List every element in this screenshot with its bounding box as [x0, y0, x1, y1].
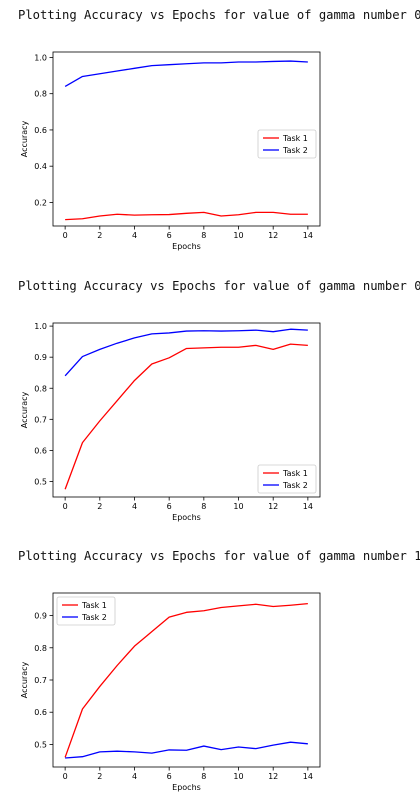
- legend-label-1: Task 1: [282, 469, 308, 478]
- accuracy-chart-gamma-0: 0 2 4 6 8 10 12 14 0.2 0.4 0.6 0.8 1.0 Epochs Accuracy…: [20, 51, 321, 251]
- x-tick-label: 14: [303, 772, 313, 781]
- series-line-2: [65, 741, 308, 759]
- y-tick-label: 0.7: [34, 676, 47, 685]
- x-tick-label: 0: [63, 502, 68, 511]
- legend-box: [56, 596, 116, 626]
- x-tick-label: 2: [97, 502, 102, 511]
- x-tick-label: 6: [167, 772, 172, 781]
- series-line-1: [65, 211, 308, 221]
- y-tick-label: 1.0: [34, 53, 47, 62]
- x-axis-label: Epochs: [172, 783, 201, 792]
- chart-title-gamma-1: Plotting Accuracy vs Epochs for value of…: [18, 549, 420, 563]
- y-axis-label: Accuracy: [20, 391, 29, 428]
- x-tick-label: 12: [268, 502, 278, 511]
- x-tick-label: 2: [97, 231, 102, 240]
- legend: Task 1 Task 2: [257, 129, 317, 159]
- y-tick-label: 0.6: [34, 708, 47, 717]
- x-tick-label: 0: [63, 772, 68, 781]
- x-axis-label: Epochs: [172, 242, 201, 251]
- x-tick-label: 10: [233, 502, 243, 511]
- x-tick-label: 8: [201, 502, 206, 511]
- accuracy-chart-gamma-05: 0 2 4 6 8 10 12 14 0.5 0.6 0.7 0.8 0.9 1.0 Epochs Accur…: [20, 322, 321, 522]
- plot-frame: [52, 51, 321, 227]
- x-tick-label: 12: [268, 231, 278, 240]
- y-tick-label: 0.9: [34, 353, 47, 362]
- y-axis-label: Accuracy: [20, 120, 29, 157]
- legend-label-2: Task 2: [282, 481, 308, 490]
- legend: Task 1 Task 2: [56, 596, 116, 626]
- y-tick-label: 0.9: [34, 612, 47, 621]
- y-tick-label: 0.5: [34, 740, 47, 749]
- x-axis-label: Epochs: [172, 513, 201, 522]
- x-tick-label: 12: [268, 772, 278, 781]
- x-tick-label: 2: [97, 772, 102, 781]
- series-line-2: [64, 60, 308, 88]
- legend-box: [257, 464, 317, 494]
- x-tick-label: 10: [233, 772, 243, 781]
- y-tick-label: 0.2: [34, 198, 47, 207]
- series-line-1: [64, 602, 308, 758]
- chart-title-gamma-0: Plotting Accuracy vs Epochs for value of…: [18, 8, 420, 22]
- series-line-2: [64, 328, 308, 377]
- legend-box: [257, 129, 317, 159]
- x-tick-label: 4: [132, 502, 137, 511]
- x-tick-label: 0: [63, 231, 68, 240]
- legend: Task 1 Task 2: [257, 464, 317, 494]
- legend-label-1: Task 1: [81, 601, 107, 610]
- y-tick-label: 0.4: [34, 162, 47, 171]
- x-tick-label: 6: [167, 502, 172, 511]
- y-tick-label: 1.0: [34, 322, 47, 331]
- x-tick-label: 8: [201, 772, 206, 781]
- y-tick-label: 0.6: [34, 446, 47, 455]
- x-tick-label: 14: [303, 502, 313, 511]
- legend-label-2: Task 2: [81, 613, 107, 622]
- y-axis-label: Accuracy: [20, 661, 29, 698]
- y-tick-label: 0.8: [34, 90, 47, 99]
- series-line-1: [64, 343, 308, 490]
- x-tick-label: 14: [303, 231, 313, 240]
- x-tick-label: 6: [167, 231, 172, 240]
- x-tick-label: 4: [132, 772, 137, 781]
- x-tick-label: 10: [233, 231, 243, 240]
- accuracy-chart-gamma-1: 0 2 4 6 8 10 12 14 0.5 0.6 0.7 0.8 0.9 Epochs Accuracy…: [20, 592, 321, 792]
- chart-title-gamma-05: Plotting Accuracy vs Epochs for value of…: [18, 279, 420, 293]
- y-tick-label: 0.8: [34, 644, 47, 653]
- plot-frame: [52, 322, 321, 498]
- x-tick-label: 8: [201, 231, 206, 240]
- x-tick-label: 4: [132, 231, 137, 240]
- legend-label-2: Task 2: [282, 146, 308, 155]
- y-tick-label: 0.8: [34, 384, 47, 393]
- y-tick-label: 0.5: [34, 477, 47, 486]
- legend-label-1: Task 1: [282, 134, 308, 143]
- y-tick-label: 0.7: [34, 415, 47, 424]
- y-tick-label: 0.6: [34, 126, 47, 135]
